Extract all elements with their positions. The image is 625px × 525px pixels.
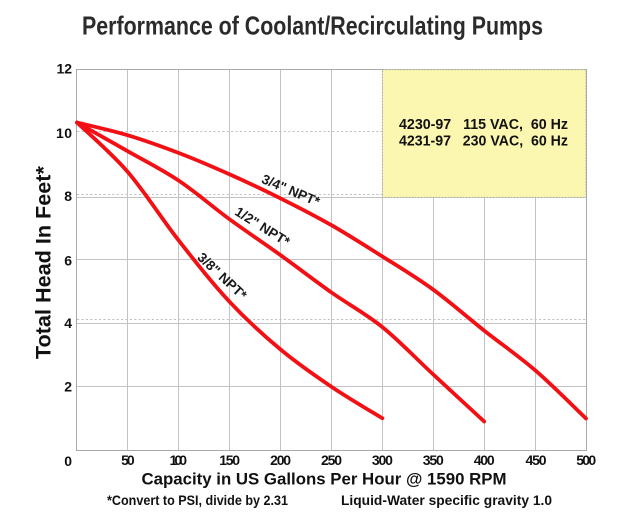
svg-text:10: 10: [56, 125, 72, 141]
svg-text:100: 100: [170, 452, 188, 468]
svg-text:200: 200: [270, 452, 291, 468]
svg-text:150: 150: [219, 452, 240, 468]
svg-text:4: 4: [64, 315, 72, 331]
svg-text:6: 6: [64, 253, 72, 269]
svg-text:4231-97 230 VAC, 60 Hz: 4231-97 230 VAC, 60 Hz: [399, 134, 568, 150]
svg-text:250: 250: [321, 452, 342, 468]
svg-text:350: 350: [423, 452, 444, 468]
svg-text:500: 500: [576, 452, 596, 468]
svg-text:300: 300: [372, 452, 393, 468]
svg-text:12: 12: [57, 61, 73, 77]
svg-text:Total Head In Feet*: Total Head In Feet*: [31, 165, 55, 359]
svg-text:Performance of Coolant/Recircu: Performance of Coolant/Recirculating Pum…: [82, 11, 543, 41]
svg-text:4230-97 115 VAC, 60 Hz: 4230-97 115 VAC, 60 Hz: [399, 117, 568, 133]
svg-text:2: 2: [64, 379, 72, 395]
svg-text:Capacity in US Gallons Per Hou: Capacity in US Gallons Per Hour @ 1590 R…: [142, 470, 507, 489]
svg-text:Liquid-Water specific gravity: Liquid-Water specific gravity 1.0: [341, 492, 552, 508]
svg-text:0: 0: [64, 453, 72, 469]
svg-text:50: 50: [121, 452, 135, 468]
svg-text:400: 400: [474, 452, 495, 468]
svg-text:*Convert to PSI, divide by 2.3: *Convert to PSI, divide by 2.31: [107, 492, 288, 508]
svg-text:450: 450: [526, 452, 547, 468]
svg-text:8: 8: [64, 188, 72, 204]
